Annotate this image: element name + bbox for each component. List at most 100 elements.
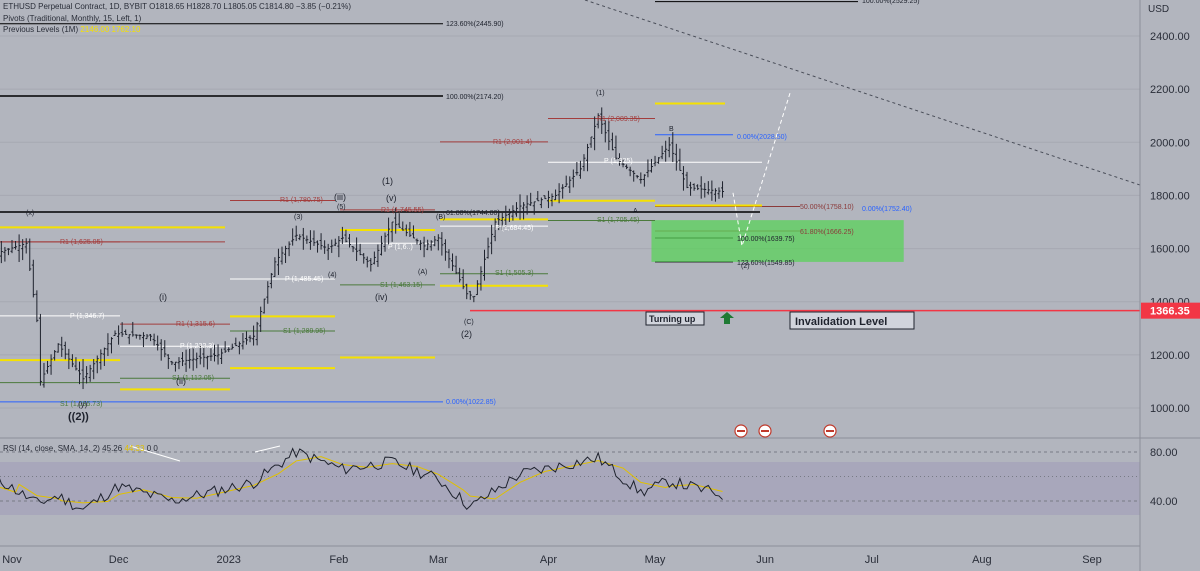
wave-label: (v) <box>386 193 397 203</box>
time-tick-label: Dec <box>109 554 129 566</box>
pivot-label: R1 (1,780.75) <box>280 197 323 204</box>
wave-label: A <box>633 208 638 215</box>
turning-up-box-bg <box>645 311 705 326</box>
price-tick-label: 1000.00 <box>1150 403 1190 415</box>
wave-label: ((2)) <box>68 411 89 423</box>
time-axis[interactable]: Nov Dec 2023 Feb Mar Apr May Jun Jul Aug Sep <box>2 554 1102 566</box>
price-tick-label: 2400.00 <box>1150 31 1190 43</box>
wave-label: (A) <box>418 269 427 276</box>
fib-level-label: 100.00%(2174.20) <box>446 94 504 101</box>
fib-level-label: 50.00%(1758.10) <box>800 204 854 211</box>
price-tick-label: 1600.00 <box>1150 244 1190 256</box>
symbol-header: ETHUSD Perpetual Contract, 1D, BYBIT O18… <box>3 2 351 11</box>
wave-label: (B) <box>436 214 445 221</box>
invalidation-box: Invalidation Level <box>789 311 915 330</box>
prev-levels-v2: 1762.10 <box>111 25 141 34</box>
time-tick-label: Nov <box>2 554 22 566</box>
ohlc-values: O1818.65 H1828.70 L1805.05 C1814.80 −3.8… <box>149 2 352 11</box>
fib-level-label: 100.00%(1639.75) <box>737 236 795 243</box>
pivot-label: R1 (1,625.05) <box>60 239 103 246</box>
price-grid <box>0 35 1140 409</box>
fib-level-label: 123.60%(1549.85) <box>737 260 795 267</box>
rsi-label: RSI (14, close, SMA, 14, 2) <box>3 444 100 453</box>
wave-label: (2) <box>461 329 472 339</box>
rsi-sma-value: 44.33 <box>124 444 145 453</box>
projection-path <box>732 92 791 247</box>
wave-label: (C) <box>464 319 474 326</box>
wave-label: (iii) <box>334 192 346 202</box>
rsi-line <box>0 447 723 511</box>
rsi-divergence-line <box>129 445 181 462</box>
pivot-label: S1 (1,095.73) <box>60 401 102 408</box>
fib-level-label: 0.00%(2028.50) <box>737 134 787 141</box>
pivot-label: S1 (1,463.15) <box>380 282 422 289</box>
time-tick-label: Aug <box>972 554 992 566</box>
pivot-label: S1 (1,705.45) <box>597 217 639 224</box>
turning-up-box: Turning up <box>645 311 705 326</box>
pivot-label: R1 (2,001.4) <box>493 139 532 146</box>
price-tick-label: 2200.00 <box>1150 84 1190 96</box>
candles-layer <box>0 107 725 390</box>
price-axis[interactable]: USD2400.002200.002000.001800.001600.0014… <box>1141 4 1200 508</box>
price-tick-label: 1200.00 <box>1150 350 1190 362</box>
up-arrow-icon <box>720 312 734 324</box>
pivot-label: P (1,346.7) <box>70 313 105 320</box>
pivot-label: P (1,925) <box>604 158 633 165</box>
pivot-label: S1 (1,505.3) <box>495 270 534 277</box>
rsi-tick-label: 80.00 <box>1150 447 1178 459</box>
rsi-layer <box>0 445 1140 511</box>
fib-level-label: 0.00%(1752.40) <box>862 206 912 213</box>
wave-label: (1) <box>596 90 605 97</box>
invalidation-box-bg <box>789 311 915 330</box>
pivot-label: S1 (1,112.05) <box>172 375 214 382</box>
price-tick-label: 1800.00 <box>1150 190 1190 202</box>
wave-label: B <box>669 126 674 133</box>
invalidation-label: Invalidation Level <box>795 316 887 328</box>
rsi-tick-label: 40.00 <box>1150 496 1178 508</box>
turning-up-label: Turning up <box>649 314 696 324</box>
time-tick-label: Jun <box>756 554 774 566</box>
time-tick-label: Jul <box>865 554 879 566</box>
wave-label: (x) <box>26 210 34 217</box>
target-zone <box>651 220 904 262</box>
time-tick-label: Mar <box>429 554 448 566</box>
symbol-line: ETHUSD Perpetual Contract, 1D, BYBIT <box>3 2 147 11</box>
time-tick-label: 2023 <box>216 554 240 566</box>
time-tick-label: Feb <box>329 554 348 566</box>
prev-levels-v1: 2146.00 <box>80 25 110 34</box>
time-tick-label: May <box>645 554 666 566</box>
wave-label: (1) <box>382 176 393 186</box>
rsi-value: 45.26 <box>102 444 123 453</box>
wave-label: (5) <box>337 204 346 211</box>
wave-label: (i) <box>159 292 167 302</box>
wave-label: (3) <box>294 214 303 221</box>
pivot-label: P (1,232.3) <box>180 343 215 350</box>
fib-level-label: 0.00%(1022.85) <box>446 399 496 406</box>
rsi-extra: 0 0 <box>146 444 158 453</box>
prev-levels-label: Previous Levels (1M) <box>3 25 79 34</box>
wave-label: (ii) <box>176 376 186 386</box>
price-tick-label: 2000.00 <box>1150 137 1190 149</box>
pivot-label: R1 (2,089.35) <box>597 116 640 123</box>
prev-levels-line[interactable]: Previous Levels (1M) 2146.00 1762.10 <box>3 25 140 34</box>
pivot-label: P (1,6..) <box>388 244 413 251</box>
wave-label: (y) <box>78 400 88 409</box>
fib-level-label: 61.80%(1666.25) <box>800 229 854 236</box>
wave-label: (2) <box>741 263 750 270</box>
pivot-label: P (1,684.45) <box>495 225 533 232</box>
fib-level-label: 61.80%(1744.80) <box>446 210 500 217</box>
rsi-divergence-line <box>254 445 281 453</box>
pivot-label: R1 (1,745.55) <box>381 207 424 214</box>
pivots-line[interactable]: Pivots (Traditional, Monthly, 15, Left, … <box>3 14 142 23</box>
current-price-tag <box>1141 302 1200 319</box>
trend-line <box>584 0 1141 186</box>
fib-level-label: 123.60%(2445.90) <box>446 21 504 28</box>
pivot-label: R1 (1,315.6) <box>176 321 215 328</box>
levels-layer <box>0 0 1141 403</box>
current-price-label: 1366.35 <box>1150 306 1190 318</box>
pivot-label: P (1,485.45) <box>285 276 323 283</box>
rsi-header[interactable]: RSI (14, close, SMA, 14, 2) 45.26 44.33 … <box>3 444 158 453</box>
price-axis-unit: USD <box>1148 4 1169 15</box>
pivot-label: S1 (1,289.95) <box>283 328 325 335</box>
